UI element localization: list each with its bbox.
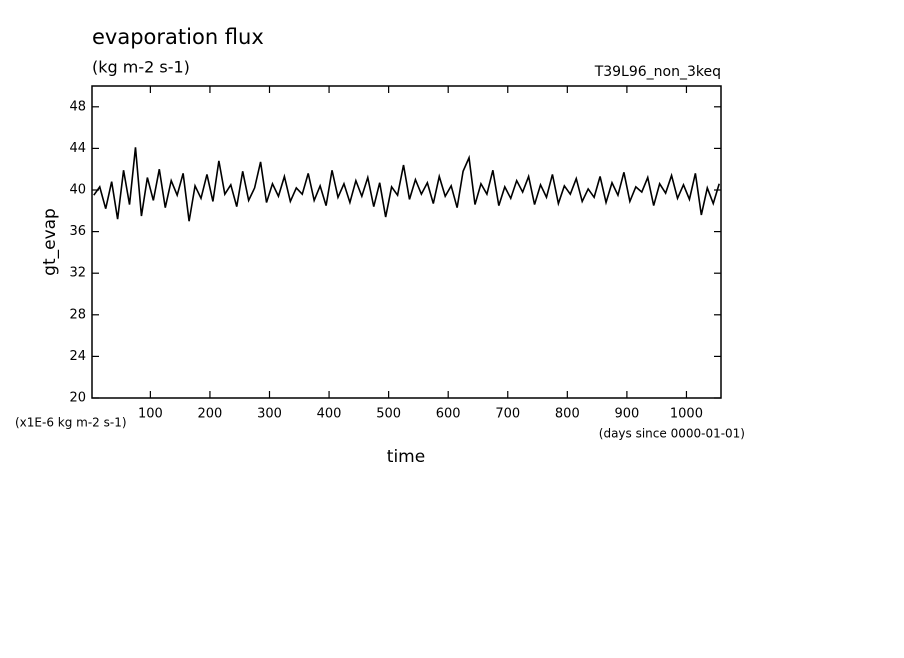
chart-subtitle: (kg m-2 s-1) (92, 58, 190, 77)
annotation: T39L96_non_3keq (594, 64, 721, 80)
x-tick-label: 900 (614, 407, 639, 422)
y-tick-label: 36 (69, 224, 86, 239)
x-tick-label: 1000 (670, 407, 703, 422)
y-tick-label: 32 (69, 266, 86, 281)
plot-frame (91, 85, 722, 399)
y-tick-label: 20 (69, 391, 86, 406)
x-tick-label: 600 (436, 407, 461, 422)
y-tick-label: 24 (69, 349, 86, 364)
chart-title: evaporation flux (92, 25, 264, 49)
y-tick-label: 28 (69, 307, 86, 322)
x-tick-label: 300 (257, 407, 282, 422)
y-unit-note: (x1E-6 kg m-2 s-1) (15, 416, 127, 430)
y-axis-label: gt_evap (40, 208, 60, 276)
data-line (93, 147, 720, 222)
y-tick-label: 40 (69, 183, 86, 198)
y-tick-label: 48 (69, 99, 86, 114)
x-tick-label: 200 (198, 407, 223, 422)
x-tick-label: 100 (138, 407, 163, 422)
x-unit-note: (days since 0000-01-01) (599, 427, 745, 441)
x-tick-label: 500 (376, 407, 401, 422)
y-tick-label: 44 (69, 141, 86, 156)
x-tick-label: 400 (317, 407, 342, 422)
x-tick-label: 800 (555, 407, 580, 422)
x-tick-label: 700 (495, 407, 520, 422)
x-axis-label: time (387, 447, 425, 467)
